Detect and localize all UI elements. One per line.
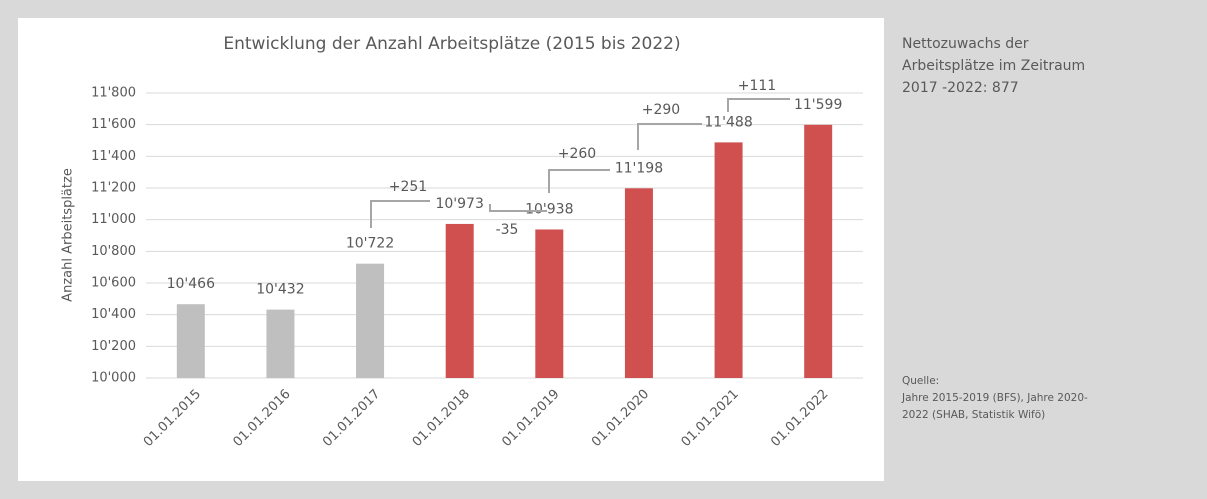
y-tick-label: 10'400: [91, 307, 136, 322]
y-tick-label: 10'200: [91, 339, 136, 354]
bar: [445, 223, 474, 378]
annotation-connector: [489, 204, 547, 212]
value-label: 10'432: [256, 282, 304, 298]
value-label: 10'722: [346, 236, 394, 252]
bar: [266, 309, 295, 378]
value-label: 10'973: [435, 196, 483, 212]
annotation: +251: [389, 179, 427, 195]
y-tick-label: 11'800: [91, 86, 136, 101]
source-line: 2022 (SHAB, Statistik Wifö): [902, 409, 1045, 421]
bar: [714, 142, 743, 378]
y-tick-label: 10'000: [91, 371, 136, 386]
source-line: Quelle:: [902, 375, 939, 387]
annotation: +111: [738, 78, 776, 94]
side-note-line: Nettozuwachs der: [902, 36, 1029, 52]
value-label: 11'198: [615, 160, 663, 176]
chart-title: Entwicklung der Anzahl Arbeitsplätze (20…: [223, 34, 680, 54]
value-label: 11'599: [794, 97, 842, 113]
bar: [356, 263, 385, 378]
y-tick-label: 11'600: [91, 117, 136, 132]
annotation-connector: [370, 200, 430, 228]
y-axis-label: Anzahl Arbeitsplätze: [61, 168, 76, 302]
side-note-line: Arbeitsplätze im Zeitraum: [902, 58, 1085, 74]
bar: [535, 229, 564, 378]
value-label: 10'938: [525, 201, 573, 217]
annotation: +290: [642, 102, 680, 118]
y-tick-label: 11'200: [91, 181, 136, 196]
y-tick-label: 10'800: [91, 244, 136, 259]
y-tick-label: 10'600: [91, 276, 136, 291]
annotation: -35: [496, 222, 519, 238]
annotation: +260: [558, 146, 596, 162]
value-label: 10'466: [167, 276, 215, 292]
y-tick-label: 11'400: [91, 149, 136, 164]
annotation-connector: [727, 98, 790, 112]
annotation-connector: [548, 169, 610, 193]
bar: [624, 188, 653, 378]
value-label: 11'488: [704, 114, 752, 130]
side-note-line: 2017 -2022: 877: [902, 80, 1019, 96]
bar: [804, 124, 833, 378]
bar: [176, 304, 205, 378]
source-line: Jahre 2015-2019 (BFS), Jahre 2020-: [901, 392, 1088, 404]
y-tick-label: 11'000: [91, 212, 136, 227]
annotation-connector: [637, 123, 702, 150]
